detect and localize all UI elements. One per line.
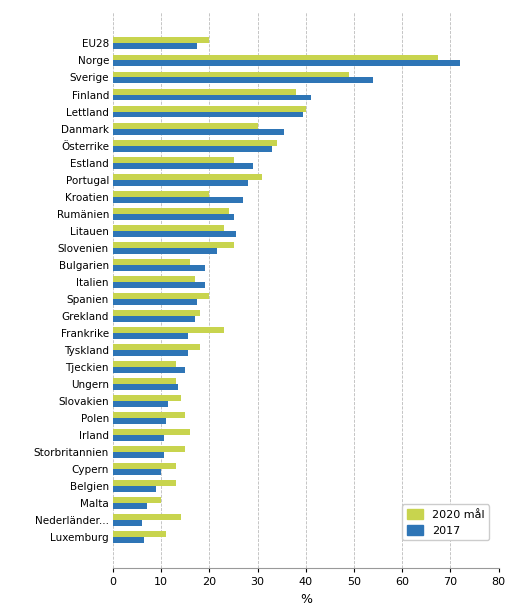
Legend: 2020 mål, 2017: 2020 mål, 2017 (402, 505, 489, 541)
Bar (113, 265, 205, 271)
Bar (113, 174, 263, 180)
Bar (113, 520, 142, 526)
Bar (113, 429, 190, 435)
Bar (113, 463, 176, 469)
Bar (113, 139, 277, 145)
Bar (113, 225, 224, 231)
Bar (113, 197, 243, 203)
Bar (113, 191, 210, 197)
Bar (113, 112, 303, 117)
Bar (113, 37, 210, 43)
Bar (113, 231, 236, 236)
Bar (113, 418, 166, 424)
Bar (113, 123, 258, 128)
Bar (113, 163, 253, 169)
Bar (113, 316, 195, 322)
Bar (113, 480, 176, 486)
Bar (113, 514, 180, 520)
Bar (113, 95, 310, 100)
Bar (113, 378, 176, 384)
Bar (113, 145, 272, 152)
Bar (113, 89, 296, 95)
Bar (113, 293, 210, 299)
Bar (113, 247, 217, 254)
Bar (113, 299, 197, 305)
X-axis label: %: % (300, 593, 312, 606)
Bar (113, 395, 180, 401)
Bar (113, 503, 147, 509)
Bar (113, 78, 373, 84)
Bar (113, 452, 163, 458)
Bar (113, 486, 156, 492)
Bar (113, 327, 224, 333)
Bar (113, 276, 195, 282)
Bar (113, 412, 186, 418)
Bar (113, 333, 188, 338)
Bar (113, 367, 186, 373)
Bar (113, 531, 166, 537)
Bar (113, 401, 169, 407)
Bar (113, 349, 188, 356)
Bar (113, 60, 460, 67)
Bar (113, 435, 163, 441)
Bar (113, 106, 306, 112)
Bar (113, 180, 248, 186)
Bar (113, 208, 229, 214)
Bar (113, 446, 186, 452)
Bar (113, 214, 233, 219)
Bar (113, 128, 284, 134)
Bar (113, 242, 233, 247)
Bar (113, 497, 161, 503)
Bar (113, 310, 200, 316)
Bar (113, 361, 176, 367)
Bar (113, 156, 233, 163)
Bar (113, 71, 349, 78)
Bar (113, 43, 197, 49)
Bar (113, 537, 144, 543)
Bar (113, 384, 178, 390)
Bar (113, 54, 438, 60)
Bar (113, 258, 190, 265)
Bar (113, 282, 205, 288)
Bar (113, 469, 161, 475)
Bar (113, 344, 200, 349)
